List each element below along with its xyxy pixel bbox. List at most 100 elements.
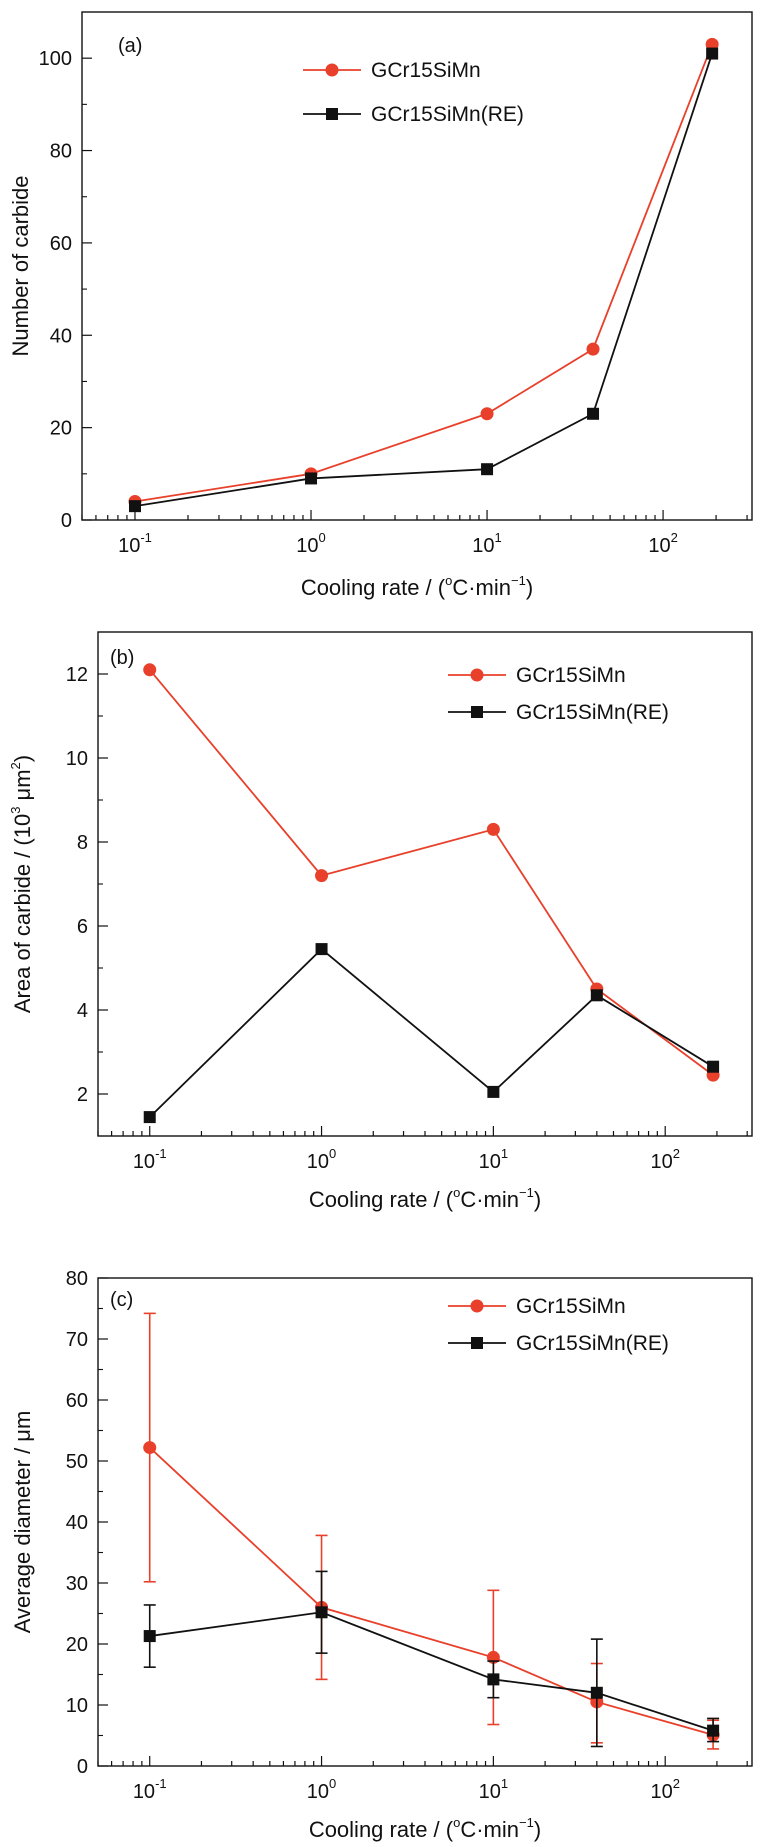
data-point-square <box>707 1724 720 1737</box>
series-gcr15simn <box>143 663 720 1082</box>
legend: GCr15SiMn GCr15SiMn(RE) <box>303 59 524 126</box>
data-point-square <box>315 943 328 956</box>
series-line <box>149 947 714 1118</box>
y-tick-label: 40 <box>66 1512 88 1534</box>
x-tick-label: 10-1 <box>133 1146 167 1173</box>
y-tick-label: 12 <box>66 664 88 686</box>
y-tick-label: 20 <box>50 418 72 440</box>
x-tick-base: 10 <box>650 1781 672 1803</box>
panel-label: (a) <box>118 35 142 57</box>
x-tick-exponent: -1 <box>140 530 152 545</box>
data-point-circle <box>143 663 157 677</box>
x-tick-base: 10 <box>307 1151 329 1173</box>
y-tick-label: 10 <box>66 1695 88 1717</box>
y-axis-title-mid: μm <box>10 769 35 806</box>
data-point-square <box>487 1085 500 1098</box>
y-tick-label: 50 <box>66 1451 88 1473</box>
x-axis-title-prefix: Cooling rate / ( <box>301 575 446 600</box>
x-tick-exponent: -1 <box>155 1776 167 1791</box>
data-point-square <box>487 1673 500 1686</box>
x-tick-label: 100 <box>307 1146 336 1173</box>
x-tick-exponent: 2 <box>673 1146 680 1161</box>
legend-label: GCr15SiMn <box>516 664 626 687</box>
y-tick-label: 30 <box>66 1573 88 1595</box>
legend-marker-circle <box>470 668 484 682</box>
data-point-square <box>128 500 141 513</box>
y-tick-label: 2 <box>77 1084 88 1106</box>
data-point-circle <box>480 407 494 421</box>
plot-frame <box>81 11 753 521</box>
y-axis-title-exp2: 2 <box>8 762 23 769</box>
x-axis-title-mid: C·min <box>460 1817 519 1842</box>
y-tick-label: 100 <box>39 48 72 70</box>
x-tick-base: 10 <box>648 535 670 557</box>
series-line <box>149 1446 714 1736</box>
data-point-square <box>305 472 318 485</box>
panel-label: (c) <box>110 1289 133 1311</box>
y-tick-label: 60 <box>66 1390 88 1412</box>
x-axis-title-deg: o <box>445 573 452 588</box>
x-axis-title-deg: o <box>453 1815 460 1830</box>
x-axis-title-prefix: Cooling rate / ( <box>309 1187 454 1212</box>
y-tick-label: 60 <box>50 233 72 255</box>
x-tick-exponent: -1 <box>155 1146 167 1161</box>
x-axis-title-deg: o <box>453 1185 460 1200</box>
data-point-circle <box>143 1441 157 1455</box>
x-tick-label: 100 <box>307 1776 336 1803</box>
data-point-circle <box>586 342 600 356</box>
x-tick-label: 101 <box>479 1776 508 1803</box>
legend-label: GCr15SiMn(RE) <box>516 701 669 724</box>
y-tick-label: 6 <box>77 916 88 938</box>
x-tick-label: 10-1 <box>118 530 152 557</box>
x-tick-base: 10 <box>479 1151 501 1173</box>
y-tick-label: 80 <box>50 141 72 163</box>
x-axis-title-exp: −1 <box>511 573 526 588</box>
y-tick-label: 70 <box>66 1329 88 1351</box>
legend-marker-circle <box>325 63 339 77</box>
x-axis-title: Cooling rate / (oC·min−1) <box>301 573 533 600</box>
x-tick-exponent: 1 <box>495 530 502 545</box>
legend: GCr15SiMn GCr15SiMn(RE) <box>448 1295 669 1355</box>
y-axis-title-suffix: ) <box>10 755 35 762</box>
y-axis-title-prefix: Area of carbide / (10 <box>10 814 35 1013</box>
legend-marker-square <box>326 108 338 120</box>
series-gcr15simn-re <box>143 943 720 1124</box>
x-axis-title: Cooling rate / (oC·min−1) <box>309 1185 541 1212</box>
y-tick-label: 4 <box>77 1000 88 1022</box>
x-tick-base: 10 <box>479 1781 501 1803</box>
x-tick-label: 100 <box>296 530 325 557</box>
data-point-square <box>143 1630 156 1643</box>
legend: GCr15SiMn GCr15SiMn(RE) <box>448 664 669 724</box>
x-axis-title-prefix: Cooling rate / ( <box>309 1817 454 1842</box>
panel-label: (b) <box>110 647 134 669</box>
y-tick-label: 0 <box>61 510 72 532</box>
x-tick-base: 10 <box>472 535 494 557</box>
data-point-square <box>590 1686 603 1699</box>
legend-label: GCr15SiMn(RE) <box>371 103 524 126</box>
data-point-square <box>707 1060 720 1073</box>
x-tick-exponent: 0 <box>329 1146 336 1161</box>
y-tick-label: 0 <box>77 1756 88 1778</box>
x-tick-exponent: 0 <box>329 1776 336 1791</box>
x-axis-title-suffix: ) <box>534 1187 541 1212</box>
x-tick-base: 10 <box>296 535 318 557</box>
x-axis-title-exp: −1 <box>519 1815 534 1830</box>
x-tick-exponent: 2 <box>671 530 678 545</box>
y-tick-label: 80 <box>66 1268 88 1290</box>
series-gcr15simn-re <box>128 47 719 513</box>
legend-marker-circle <box>470 1299 484 1313</box>
x-axis-title-suffix: ) <box>534 1817 541 1842</box>
legend-marker-square <box>471 706 483 718</box>
series-line <box>149 1611 714 1732</box>
data-point-square <box>315 1606 328 1619</box>
x-tick-label: 102 <box>648 530 677 557</box>
x-tick-label: 10-1 <box>133 1776 167 1803</box>
data-point-square <box>587 407 600 420</box>
x-tick-label: 102 <box>650 1776 679 1803</box>
x-axis-title-mid: C·min <box>460 1187 519 1212</box>
x-tick-base: 10 <box>133 1151 155 1173</box>
legend-marker-square <box>471 1337 483 1349</box>
y-tick-label: 20 <box>66 1634 88 1656</box>
